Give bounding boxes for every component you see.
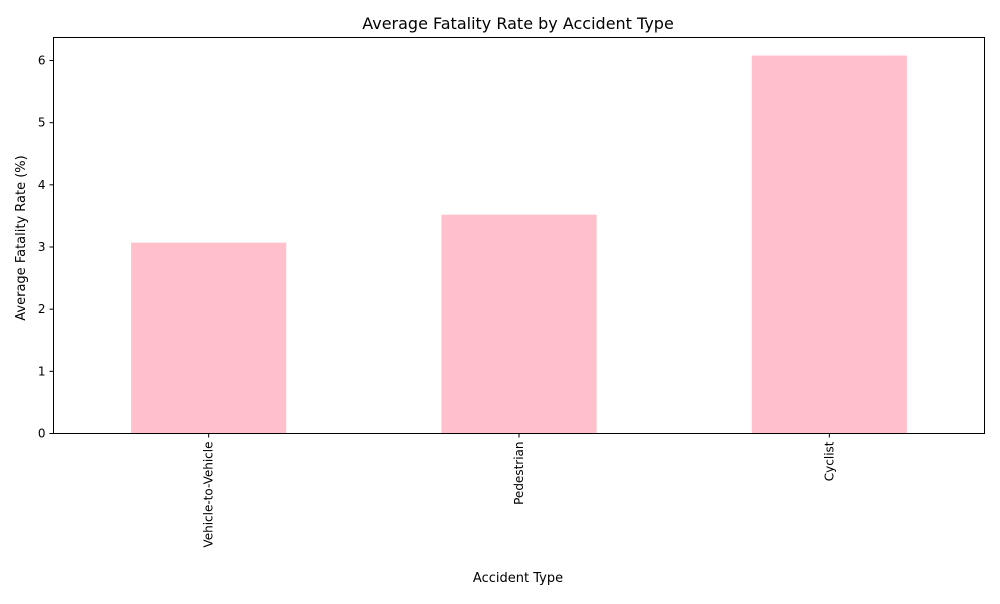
y-tick-label: 2 [38,302,46,316]
plot-area-frame [53,37,985,434]
chart-title: Average Fatality Rate by Accident Type [362,14,674,33]
y-tick-label: 3 [38,240,46,254]
y-axis-label: Average Fatality Rate (%) [14,155,29,320]
bars-group [131,55,907,434]
x-tick-label: Cyclist [822,441,836,481]
y-tick-label: 6 [38,54,46,68]
y-tick-label: 0 [38,427,46,441]
bar-pedestrian [441,214,597,434]
y-tick-label: 1 [38,364,46,378]
y-tick-label: 4 [38,178,46,192]
y-tick-label: 5 [38,116,46,130]
bar-vehicle-to-vehicle [131,242,287,434]
x-tick-label: Pedestrian [512,442,526,505]
y-axis-ticks: 0 1 2 3 4 5 6 [38,54,54,441]
bar-cyclist [751,55,907,434]
x-axis-label: Accident Type [473,571,563,586]
x-tick-label: Vehicle-to-Vehicle [202,442,216,548]
x-axis-ticks: Vehicle-to-Vehicle Pedestrian Cyclist [202,433,836,548]
